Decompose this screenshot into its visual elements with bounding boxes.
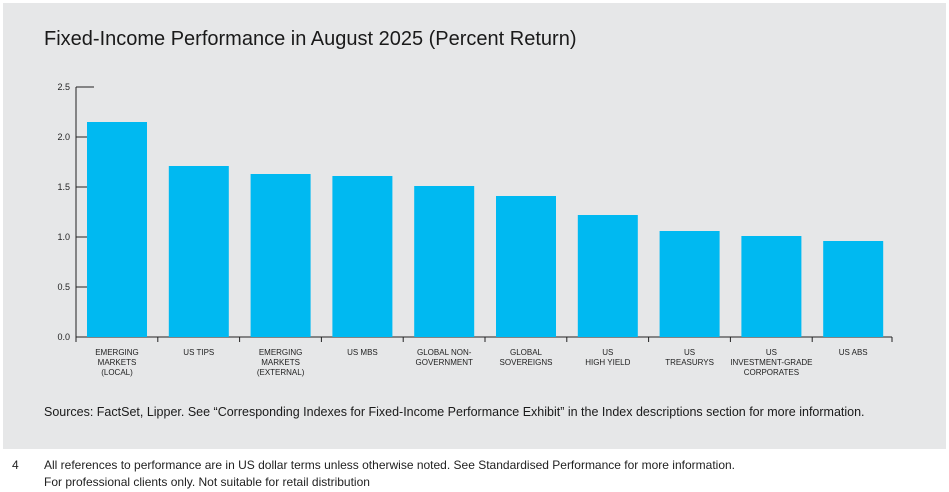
y-tick-label: 0.0 (57, 332, 70, 342)
chart-panel (3, 3, 946, 449)
bar (250, 174, 311, 337)
bar (741, 236, 802, 337)
bar-chart: 0.00.51.01.52.02.5 EMERGINGMARKETS(LOCAL… (57, 82, 893, 377)
footer-disclaimer: All references to performance are in US … (44, 458, 735, 472)
x-axis (75, 336, 893, 342)
x-category-label: MARKETS (98, 358, 137, 367)
page-number: 4 (12, 458, 19, 472)
x-category-label: EMERGING (95, 348, 139, 357)
bar (332, 176, 393, 337)
bar (168, 166, 229, 337)
x-category-label: INVESTMENT-GRADE (730, 358, 812, 367)
bar (414, 186, 475, 337)
x-category-label: (LOCAL) (101, 368, 133, 377)
x-category-label: MARKETS (261, 358, 300, 367)
bars (87, 122, 884, 337)
x-category-label: US MBS (347, 348, 378, 357)
bar (823, 241, 884, 337)
footer-audience-note: For professional clients only. Not suita… (44, 475, 370, 489)
y-tick-label: 0.5 (57, 282, 70, 292)
x-category-label: (EXTERNAL) (257, 368, 305, 377)
x-category-label: CORPORATES (744, 368, 799, 377)
x-category-label: US (684, 348, 695, 357)
x-category-label: GLOBAL (510, 348, 543, 357)
y-tick-label: 1.5 (57, 182, 70, 192)
x-category-label: US ABS (839, 348, 868, 357)
bar (87, 122, 147, 337)
x-category-label: HIGH YIELD (585, 358, 630, 367)
bar (659, 231, 720, 337)
y-tick-label: 1.0 (57, 232, 70, 242)
x-category-label: TREASURYS (665, 358, 714, 367)
bar (577, 215, 638, 337)
chart-title: Fixed-Income Performance in August 2025 … (44, 28, 577, 50)
x-category-label: EMERGING (259, 348, 303, 357)
y-axis: 0.0 0.5 1.0 1.5 2.0 2.5 (57, 82, 94, 342)
x-category-label: SOVEREIGNS (500, 358, 553, 367)
x-category-label: US TIPS (183, 348, 214, 357)
sources-note: Sources: FactSet, Lipper. See “Correspon… (44, 405, 865, 419)
x-category-label: GOVERNMENT (416, 358, 473, 367)
y-tick-label: 2.5 (57, 82, 70, 92)
x-category-label: US (602, 348, 613, 357)
x-category-label: GLOBAL NON- (417, 348, 472, 357)
bar (496, 196, 556, 337)
x-category-label: US (766, 348, 777, 357)
y-tick-label: 2.0 (57, 132, 70, 142)
